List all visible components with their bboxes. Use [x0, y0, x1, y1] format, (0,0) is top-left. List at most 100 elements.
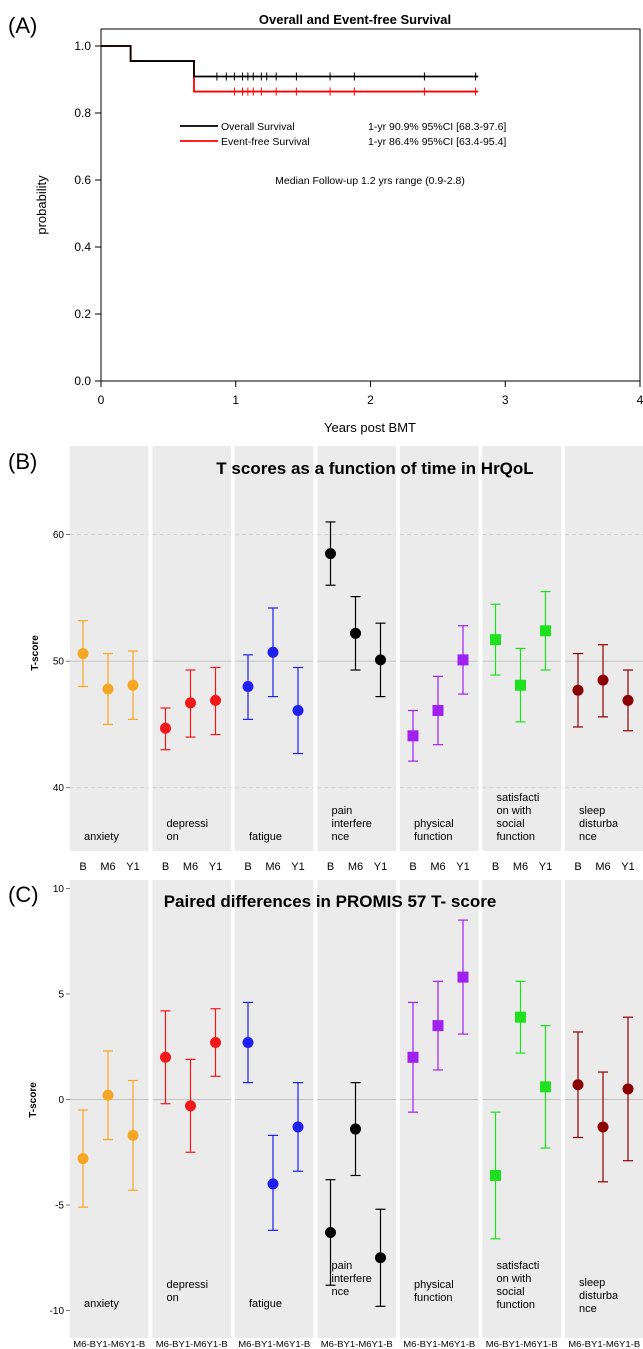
facet-background — [482, 880, 561, 1338]
data-point — [127, 679, 139, 691]
facet-label-line: depressi — [167, 818, 209, 830]
x-tick-label: B — [79, 861, 86, 873]
facet-pain: pain interfere nce M6-BY1-M6Y1-B — [317, 880, 396, 1349]
x-tick-label: B — [574, 861, 581, 873]
y-tick-label: -5 — [55, 1201, 64, 1212]
facet-anxiety: anxiety M6-BY1-M6Y1-B — [70, 880, 149, 1349]
data-point — [102, 1089, 114, 1101]
data-point — [160, 1051, 171, 1063]
facet-label: fatigue — [249, 1298, 282, 1310]
facet-background — [70, 880, 149, 1338]
facet-label: pain interfere nce — [332, 1260, 372, 1298]
x-tick-label: M6-BY1-M6Y1-B — [403, 1339, 475, 1349]
facet-background — [317, 880, 396, 1338]
x-tick-label: B — [244, 861, 251, 873]
facet-label-line: nce — [579, 1303, 597, 1315]
y-tick-label: 0 — [58, 1095, 64, 1106]
facet-label-line: fatigue — [249, 831, 282, 843]
data-point — [597, 1121, 609, 1133]
x-tick-label: Y1 — [209, 861, 222, 873]
survival-x-tick-label: 1 — [232, 393, 239, 407]
paired-differences-y-axis-label: T-score — [28, 1082, 39, 1118]
x-tick-label: Y1 — [456, 861, 469, 873]
data-point — [77, 648, 89, 660]
facet-label: depressi on — [167, 1279, 209, 1304]
facet-label-line: function — [414, 1292, 453, 1304]
facet-background — [565, 880, 643, 1338]
survival-y-tick-label: 0.4 — [74, 240, 91, 254]
facet-label-line: disturba — [579, 818, 619, 830]
facet-background — [400, 446, 479, 851]
paired-difference-facets: -10 -5 0 5 10 anxiety M6-BY1-M6Y1-B depressi on M… — [50, 880, 643, 1349]
x-tick-label: Y1 — [621, 861, 634, 873]
data-point-square — [490, 1169, 501, 1181]
facet-label-line: social — [497, 1286, 525, 1298]
y-tick-label: 5 — [58, 989, 64, 1000]
legend-stat-overall-survival: 1-yr 90.9% 95%CI [68.3-97.6] — [368, 121, 506, 133]
facet-depression: depressi on M6-BY1-M6Y1-B — [152, 880, 231, 1349]
facet-label-line: fatigue — [249, 1298, 282, 1310]
facet-label-line: on with — [497, 805, 532, 817]
facet-label-line: satisfacti — [497, 792, 540, 804]
facet-label-line: nce — [332, 831, 350, 843]
facet-label-line: sleep — [579, 805, 605, 817]
facet-satisfaction: satisfacti on with social function B M6 Y1 — [482, 446, 561, 873]
survival-y-tick-label: 0.6 — [74, 173, 91, 187]
facet-label-line: depressi — [167, 1279, 209, 1291]
data-point — [267, 1178, 279, 1190]
x-tick-label: M6 — [595, 861, 610, 873]
facet-sleep: sleep disturba nce M6-BY1-M6Y1-B — [565, 880, 643, 1349]
data-point-square — [515, 1011, 526, 1023]
facet-label: physical function — [414, 1279, 454, 1304]
survival-chart-title: Overall and Event-free Survival — [259, 12, 451, 27]
data-point — [292, 1121, 304, 1133]
facet-background — [317, 446, 396, 851]
survival-x-tick-label: 2 — [367, 393, 374, 407]
facet-label-line: satisfacti — [497, 1260, 540, 1272]
y-tick-label: 40 — [53, 783, 65, 794]
data-point — [597, 674, 609, 686]
facet-label: anxiety — [84, 831, 119, 843]
x-tick-label: M6-BY1-M6Y1-B — [73, 1339, 145, 1349]
facet-satisfaction: satisfacti on with social function M6-BY1-M6… — [482, 880, 561, 1349]
x-tick-label: M6 — [348, 861, 363, 873]
survival-y-axis-label: probability — [34, 175, 49, 235]
facet-physical: physical function M6-BY1-M6Y1-B — [400, 880, 479, 1349]
t-scores-y-axis-label: T-score — [30, 635, 41, 671]
facet-background — [400, 880, 479, 1338]
facet-depression: depressi on B M6 Y1 — [152, 446, 231, 873]
data-point — [267, 646, 279, 658]
panel-c-letter: (C) — [8, 882, 39, 907]
x-tick-label: M6 — [513, 861, 528, 873]
facet-label: anxiety — [84, 1298, 119, 1310]
x-tick-label: B — [162, 861, 169, 873]
overall-survival-curve — [101, 45, 479, 78]
data-point — [185, 1100, 196, 1112]
x-tick-label: M6-BY1-M6Y1-B — [238, 1339, 310, 1349]
data-point — [127, 1129, 139, 1141]
data-point — [375, 654, 386, 666]
panel-a-letter: (A) — [8, 13, 37, 38]
facet-label-line: nce — [579, 831, 597, 843]
data-point — [292, 705, 304, 717]
facet-label: satisfacti on with social function — [497, 792, 540, 843]
data-point-square — [490, 634, 501, 646]
data-point — [572, 684, 584, 696]
data-point — [375, 1252, 386, 1264]
panel-c-paired-differences: (C) -10 -5 0 5 10 anxiety M6-BY1-M6Y1-B depress… — [8, 880, 643, 1349]
survival-y-tick-label: 1.0 — [74, 39, 91, 53]
facet-label: sleep disturba nce — [579, 805, 619, 843]
facet-fatigue: fatigue M6-BY1-M6Y1-B — [235, 880, 314, 1349]
facet-label-line: function — [414, 831, 453, 843]
data-point — [350, 1123, 361, 1135]
survival-y-tick-label: 0.8 — [74, 106, 91, 120]
facet-pain: pain interfere nce B M6 Y1 — [317, 446, 396, 873]
data-point — [160, 722, 171, 734]
facet-label-line: on with — [497, 1273, 532, 1285]
y-tick-label: 10 — [53, 884, 65, 895]
x-tick-label: Y1 — [126, 861, 139, 873]
survival-x-tick-label: 0 — [98, 393, 105, 407]
y-tick-label: -10 — [50, 1306, 65, 1317]
x-tick-label: M6 — [183, 861, 198, 873]
data-point-square — [432, 1020, 444, 1032]
